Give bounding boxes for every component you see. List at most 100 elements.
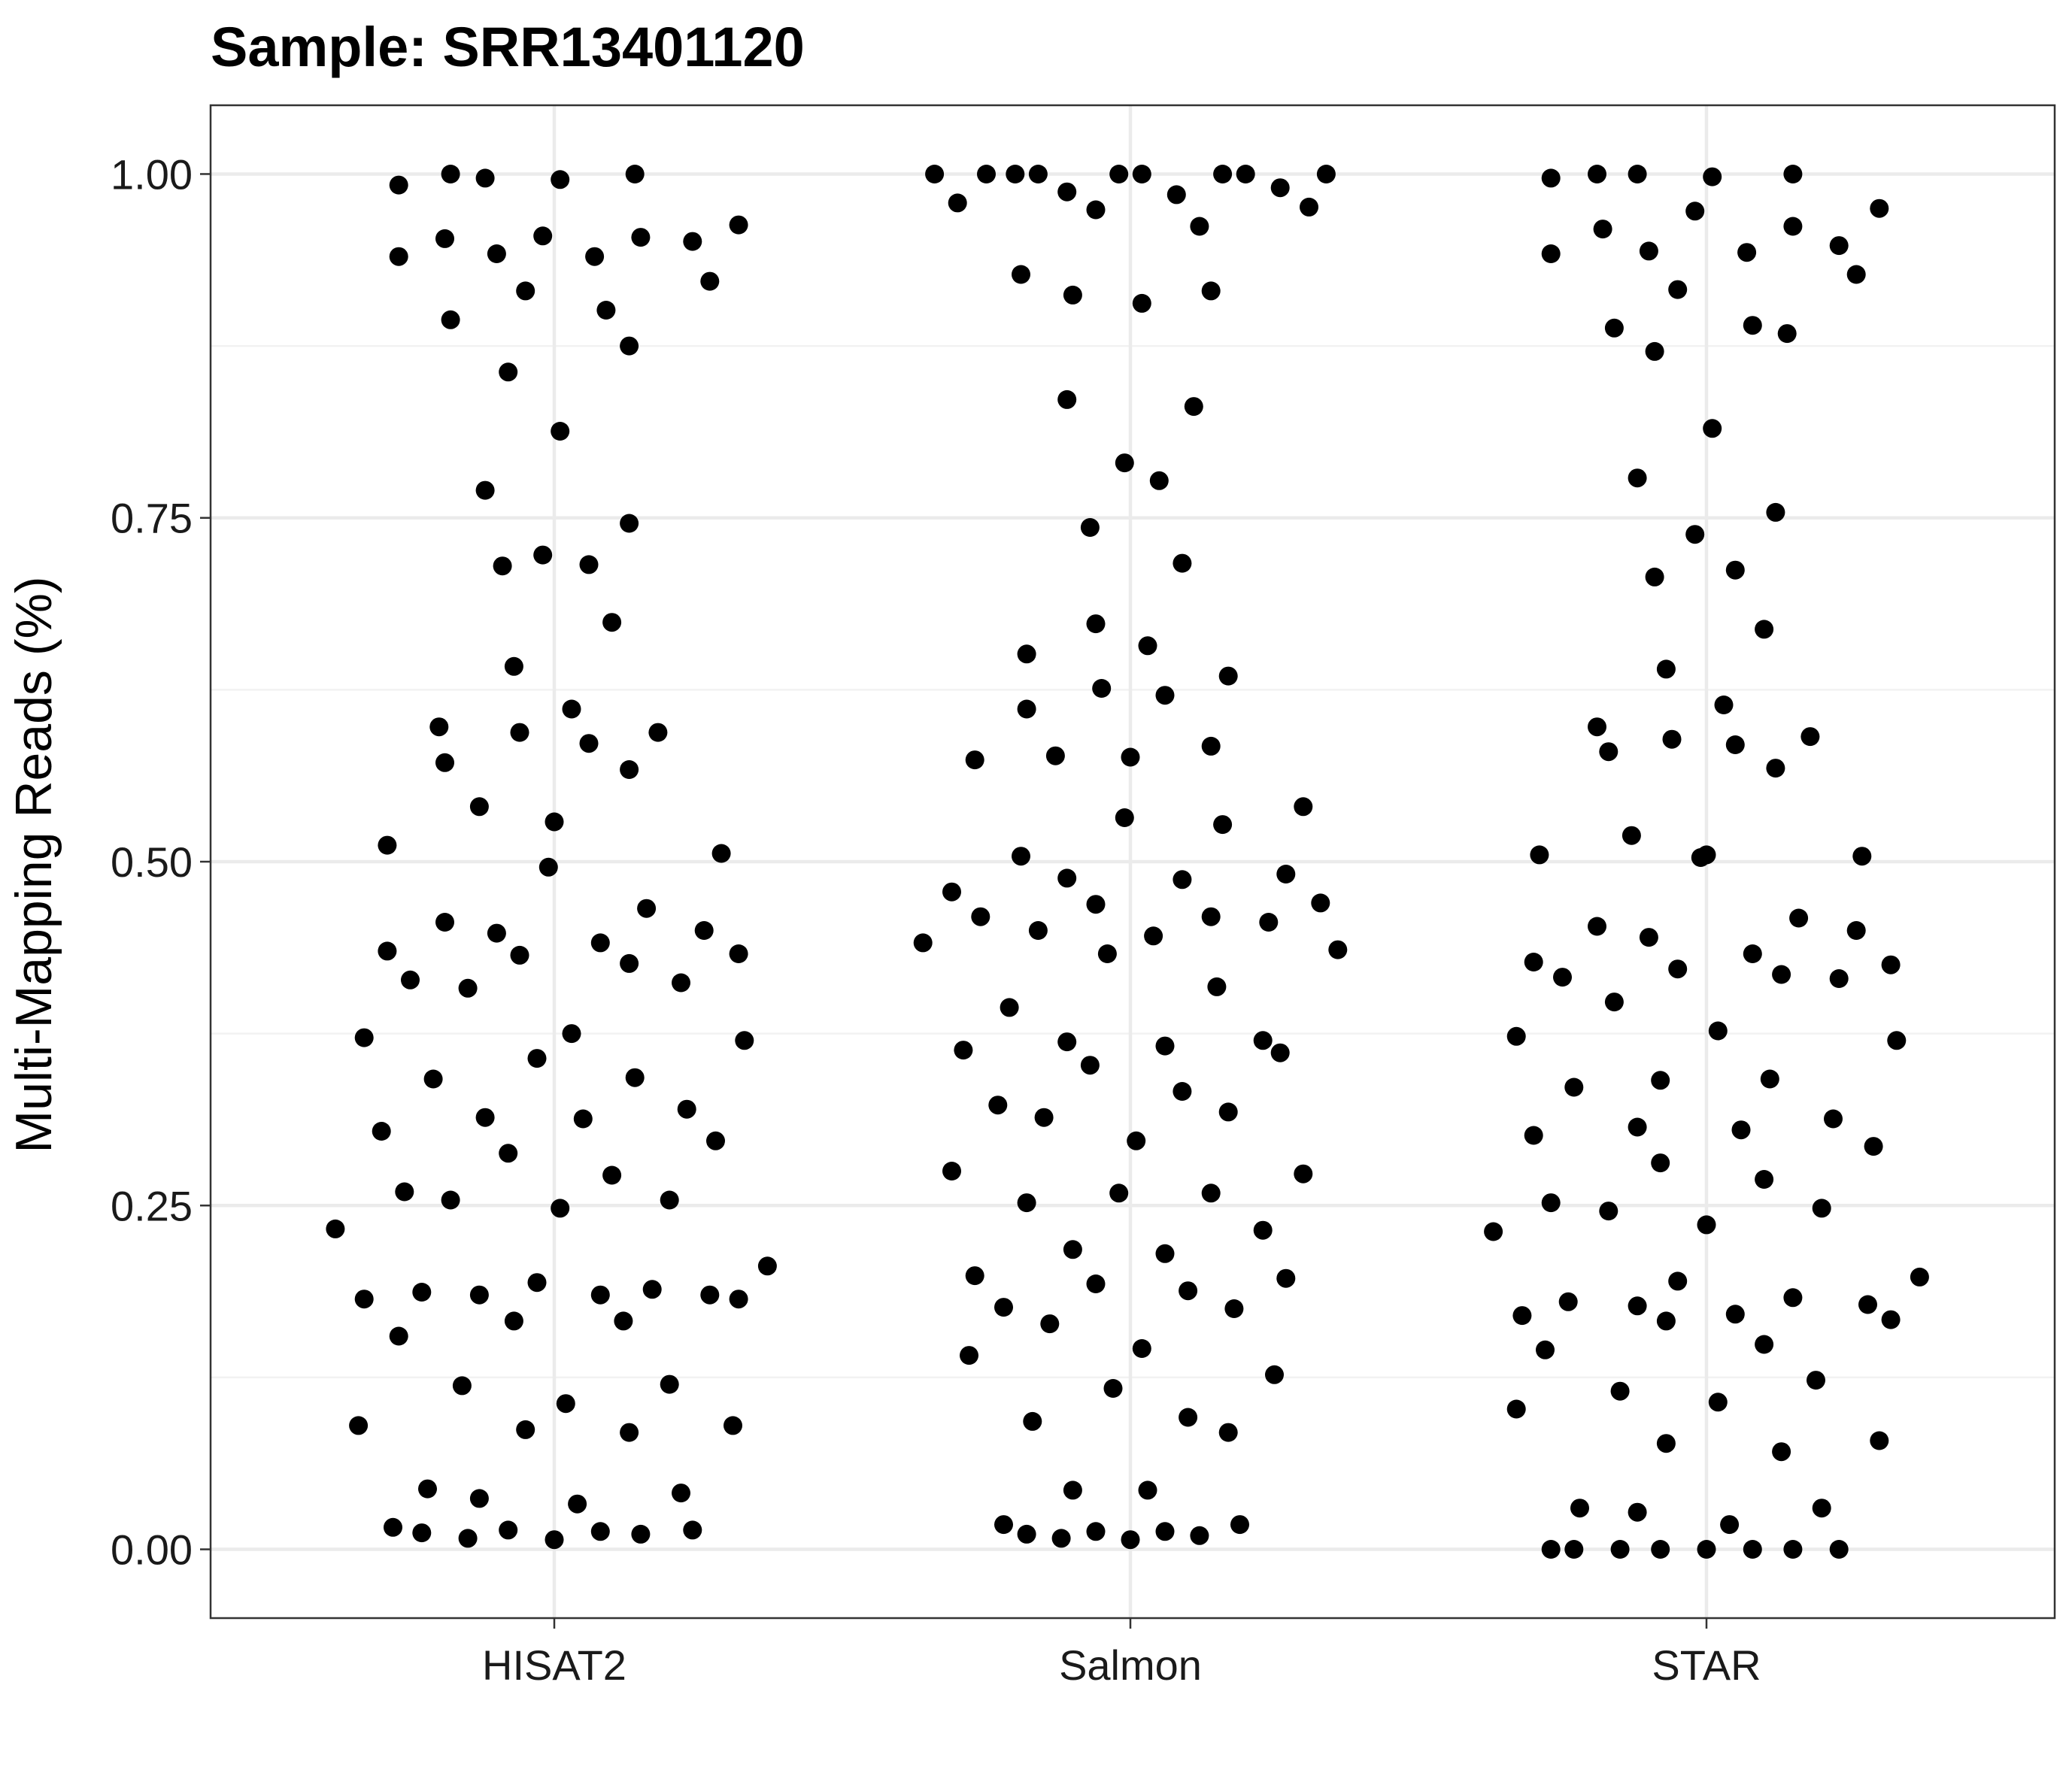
- data-point-star: [1651, 1153, 1670, 1173]
- data-point-star: [1628, 1296, 1647, 1316]
- data-point-salmon: [1201, 736, 1221, 756]
- data-point-star: [1541, 244, 1561, 263]
- data-point-star: [1610, 1540, 1630, 1559]
- data-point-star: [1553, 968, 1572, 987]
- data-point-salmon: [1253, 1031, 1273, 1050]
- data-point-hisat2: [499, 1144, 518, 1163]
- y-tick-label: 0.25: [111, 1182, 193, 1229]
- data-point-salmon: [1028, 921, 1048, 940]
- data-point-hisat2: [585, 247, 605, 266]
- data-point-hisat2: [401, 970, 420, 990]
- data-point-hisat2: [435, 753, 454, 772]
- data-point-salmon: [994, 1515, 1013, 1535]
- data-point-hisat2: [620, 336, 639, 356]
- data-point-hisat2: [469, 797, 489, 817]
- data-point-hisat2: [700, 271, 720, 291]
- data-point-star: [1697, 1215, 1716, 1235]
- y-tick-label: 0.75: [111, 495, 193, 542]
- data-point-salmon: [1184, 397, 1203, 417]
- data-point-hisat2: [384, 1517, 402, 1537]
- data-point-hisat2: [510, 945, 529, 965]
- data-point-salmon: [1017, 1193, 1036, 1213]
- data-point-hisat2: [642, 1280, 662, 1299]
- data-point-salmon: [1115, 453, 1134, 473]
- data-point-star: [1720, 1515, 1740, 1535]
- data-point-star: [1651, 1540, 1670, 1559]
- data-point-salmon: [1173, 1082, 1192, 1101]
- data-point-star: [1685, 202, 1705, 221]
- data-point-hisat2: [631, 1524, 651, 1544]
- data-point-star: [1829, 236, 1849, 256]
- data-point-salmon: [1121, 1530, 1140, 1550]
- data-point-star: [1628, 1502, 1647, 1522]
- data-point-star: [1668, 959, 1688, 979]
- data-point-salmon: [1092, 679, 1112, 698]
- axes: 0.00 0.25 0.50 0.75 1.00 HISAT2 Salmon STAR: [111, 150, 1761, 1689]
- data-point-star: [1887, 1031, 1907, 1050]
- data-point-hisat2: [729, 1290, 748, 1309]
- data-point-star: [1524, 953, 1543, 971]
- data-point-star: [1760, 1069, 1779, 1089]
- data-point-hisat2: [435, 913, 454, 932]
- data-point-star: [1743, 1540, 1762, 1559]
- data-point-salmon: [1270, 178, 1290, 198]
- data-point-star: [1639, 241, 1658, 261]
- data-point-salmon: [1127, 1131, 1146, 1150]
- data-point-hisat2: [441, 165, 460, 183]
- data-point-hisat2: [354, 1028, 374, 1047]
- data-point-hisat2: [625, 1068, 645, 1087]
- data-point-hisat2: [602, 613, 622, 632]
- data-point-salmon: [1086, 895, 1106, 914]
- data-point-hisat2: [389, 175, 408, 195]
- data-point-salmon: [965, 1266, 984, 1286]
- data-point-salmon: [1218, 666, 1238, 686]
- data-point-star: [1685, 525, 1705, 544]
- data-point-salmon: [1144, 926, 1163, 946]
- data-point-hisat2: [527, 1049, 547, 1068]
- data-point-star: [1708, 1393, 1728, 1412]
- data-point-salmon: [1080, 1056, 1100, 1075]
- data-point-hisat2: [354, 1290, 374, 1309]
- data-point-hisat2: [724, 1416, 742, 1435]
- data-point-salmon: [1121, 747, 1140, 767]
- x-tick-label: HISAT2: [482, 1641, 626, 1689]
- data-point-hisat2: [620, 1423, 639, 1442]
- data-point-hisat2: [499, 362, 518, 382]
- data-point-hisat2: [545, 1530, 564, 1550]
- data-point-star: [1777, 324, 1797, 344]
- data-point-hisat2: [614, 1311, 633, 1331]
- data-point-star: [1846, 265, 1866, 284]
- y-tick-label: 1.00: [111, 150, 193, 198]
- data-point-hisat2: [757, 1256, 777, 1276]
- data-point-salmon: [1230, 1515, 1249, 1535]
- data-point-salmon: [1328, 940, 1348, 959]
- data-point-star: [1668, 280, 1688, 299]
- data-point-hisat2: [441, 1190, 460, 1210]
- data-point-star: [1541, 168, 1561, 188]
- data-point-hisat2: [510, 723, 529, 742]
- data-point-star: [1858, 1295, 1877, 1314]
- data-point-hisat2: [551, 1199, 570, 1218]
- data-point-star: [1731, 1120, 1751, 1140]
- data-point-star: [1604, 993, 1624, 1012]
- chart-title: Sample: SRR13401120: [211, 16, 805, 78]
- data-point-star: [1881, 955, 1901, 974]
- data-point-salmon: [1103, 1379, 1123, 1398]
- data-point-star: [1697, 845, 1716, 865]
- data-point-salmon: [1201, 907, 1221, 926]
- data-point-salmon: [1173, 870, 1192, 890]
- data-point-hisat2: [590, 933, 610, 953]
- data-point-salmon: [913, 933, 933, 953]
- data-point-star: [1783, 1540, 1803, 1559]
- data-point-star: [1852, 847, 1872, 866]
- data-point-salmon: [1259, 913, 1279, 932]
- data-point-hisat2: [672, 973, 690, 993]
- data-point-salmon: [1057, 1032, 1077, 1052]
- data-point-salmon: [1294, 1164, 1313, 1183]
- data-point-salmon: [1213, 815, 1233, 835]
- data-point-hisat2: [620, 760, 639, 779]
- data-point-hisat2: [579, 734, 599, 753]
- data-point-hisat2: [562, 1024, 581, 1044]
- data-point-salmon: [1057, 868, 1077, 888]
- data-point-star: [1656, 1311, 1676, 1331]
